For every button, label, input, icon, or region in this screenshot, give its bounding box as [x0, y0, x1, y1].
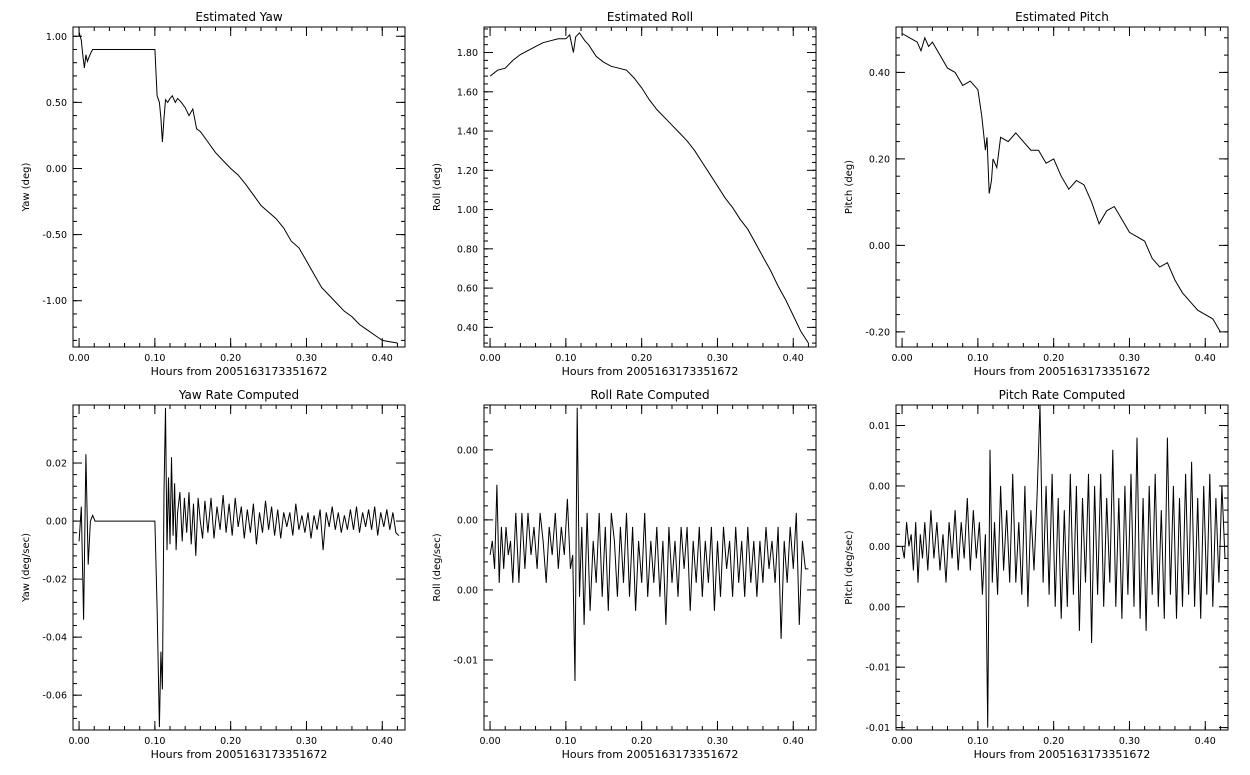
x-axis-label: Hours from 2005163173351672 — [151, 748, 328, 761]
x-axis-label: Hours from 2005163173351672 — [151, 365, 328, 378]
x-tick-label: 0.10 — [967, 353, 988, 364]
x-tick-label: 0.00 — [68, 353, 89, 364]
x-tick-label: 0.40 — [1195, 736, 1216, 747]
y-tick-label: 1.00 — [457, 205, 478, 216]
x-tick-label: 0.00 — [891, 736, 912, 747]
x-tick-label: 0.20 — [631, 353, 652, 364]
y-axis-label: Roll (deg/sec) — [432, 533, 443, 601]
series-line — [489, 32, 809, 344]
x-axis-label: Hours from 2005163173351672 — [562, 748, 739, 761]
x-tick-label: 0.40 — [372, 736, 393, 747]
x-tick-label: 0.10 — [144, 736, 165, 747]
x-tick-label: 0.00 — [479, 353, 500, 364]
plot-frame — [483, 26, 817, 348]
x-tick-label: 0.10 — [555, 353, 576, 364]
y-tick-label: 0.00 — [457, 445, 478, 456]
chart-title: Estimated Yaw — [195, 10, 282, 24]
x-tick-label: 0.00 — [68, 736, 89, 747]
panel-yaw-rate: Yaw Rate Computed Hours from 200516317335… — [21, 388, 406, 761]
y-tick-label: 0.60 — [457, 284, 478, 295]
x-tick-label: 0.30 — [707, 736, 728, 747]
y-tick-label: 0.40 — [457, 323, 478, 334]
y-tick-label: -0.01 — [865, 723, 890, 734]
series-line — [901, 33, 1221, 333]
x-tick-label: 0.40 — [783, 736, 804, 747]
y-tick-label: 0.00 — [457, 515, 478, 526]
x-tick-label: 0.30 — [1119, 353, 1140, 364]
plot-frame — [72, 26, 406, 348]
chart-title: Estimated Roll — [607, 10, 693, 24]
y-tick-label: 1.00 — [46, 32, 67, 43]
y-tick-label: -0.50 — [42, 230, 67, 241]
y-tick-label: -0.20 — [865, 327, 890, 338]
y-axis-label: Yaw (deg) — [21, 162, 32, 212]
chart-title: Estimated Pitch — [1015, 10, 1109, 24]
x-tick-label: 0.30 — [707, 353, 728, 364]
y-tick-label: 0.01 — [869, 421, 890, 432]
x-tick-label: 0.40 — [372, 353, 393, 364]
series-line — [78, 407, 400, 728]
y-axis-label: Pitch (deg) — [844, 160, 855, 214]
panel-pitch: Estimated Pitch Hours from 20051631733516… — [844, 10, 1229, 378]
x-tick-label: 0.00 — [479, 736, 500, 747]
y-axis-label: Pitch (deg/sec) — [844, 530, 855, 605]
panel-roll: Estimated Roll Hours from 200516317335167… — [432, 10, 817, 378]
x-tick-label: 0.10 — [967, 736, 988, 747]
x-axis-label: Hours from 2005163173351672 — [974, 365, 1151, 378]
x-tick-label: 0.30 — [296, 736, 317, 747]
x-tick-label: 0.10 — [555, 736, 576, 747]
y-tick-label: 0.40 — [869, 68, 890, 79]
y-tick-label: -0.06 — [42, 691, 67, 702]
y-tick-label: 0.00 — [869, 241, 890, 252]
chart-title: Pitch Rate Computed — [999, 388, 1126, 402]
y-tick-label: 0.80 — [457, 244, 478, 255]
y-tick-label: -1.00 — [42, 296, 67, 307]
x-tick-label: 0.20 — [220, 736, 241, 747]
series-line — [901, 404, 1226, 728]
y-tick-label: -0.01 — [453, 655, 478, 666]
chart-title: Roll Rate Computed — [590, 388, 709, 402]
y-tick-label: 0.00 — [46, 164, 67, 175]
y-tick-label: 0.20 — [869, 154, 890, 165]
panel-pitch-rate: Pitch Rate Computed Hours from 2005163173… — [844, 388, 1229, 761]
plot-frame — [895, 404, 1229, 731]
series-line — [78, 32, 398, 344]
y-tick-label: 0.00 — [869, 542, 890, 553]
x-tick-label: 0.20 — [220, 353, 241, 364]
series-line — [489, 407, 809, 682]
y-tick-label: 1.40 — [457, 127, 478, 138]
y-tick-label: 0.00 — [457, 585, 478, 596]
y-tick-label: 0.50 — [46, 98, 67, 109]
x-tick-label: 0.20 — [1043, 736, 1064, 747]
y-tick-label: -0.01 — [865, 663, 890, 674]
x-axis-label: Hours from 2005163173351672 — [974, 748, 1151, 761]
x-axis-label: Hours from 2005163173351672 — [562, 365, 739, 378]
y-tick-label: 0.00 — [869, 602, 890, 613]
plot-frame — [72, 404, 406, 731]
plot-frame — [895, 26, 1229, 348]
y-tick-label: 1.80 — [457, 48, 478, 59]
y-axis-label: Yaw (deg/sec) — [21, 533, 32, 603]
panel-roll-rate: Roll Rate Computed Hours from 20051631733… — [432, 388, 817, 761]
y-axis-label: Roll (deg) — [432, 163, 443, 211]
x-tick-label: 0.00 — [891, 353, 912, 364]
x-tick-label: 0.40 — [1195, 353, 1216, 364]
plot-frame — [483, 404, 817, 731]
x-tick-label: 0.20 — [631, 736, 652, 747]
x-tick-label: 0.40 — [783, 353, 804, 364]
y-tick-label: 0.00 — [46, 517, 67, 528]
x-tick-label: 0.30 — [296, 353, 317, 364]
y-tick-label: 0.02 — [46, 459, 67, 470]
y-tick-label: -0.02 — [42, 575, 67, 586]
chart-title: Yaw Rate Computed — [178, 388, 299, 402]
panel-yaw: Estimated Yaw Hours from 2005163173351672… — [21, 10, 406, 378]
y-tick-label: 1.60 — [457, 87, 478, 98]
y-tick-label: 0.00 — [869, 481, 890, 492]
y-tick-label: 1.20 — [457, 166, 478, 177]
y-tick-label: -0.04 — [42, 633, 67, 644]
x-tick-label: 0.30 — [1119, 736, 1140, 747]
x-tick-label: 0.20 — [1043, 353, 1064, 364]
x-tick-label: 0.10 — [144, 353, 165, 364]
